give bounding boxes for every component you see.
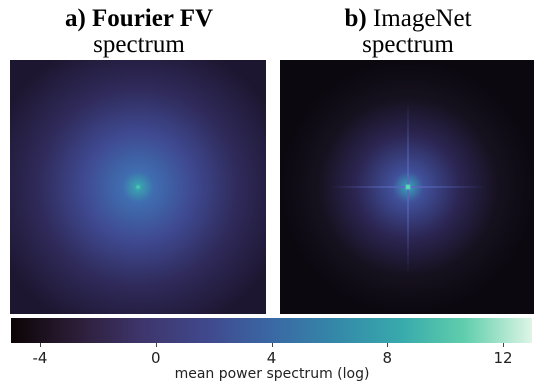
colorbar-tick-mark [39,343,41,347]
colorbar-tick-label: 8 [382,349,393,367]
panel-b-title: b) ImageNet spectrum [280,6,534,58]
panel-a-subtitle: spectrum [93,31,185,58]
imagenet-heatmap [280,60,534,314]
colorbar-tick-mark [271,343,273,347]
panel-a-name: Fourier FV [92,5,214,32]
colorbar-tick-label: -4 [32,349,48,367]
fourier-fv-heatmap [10,60,266,314]
colorbar-tick-label: 12 [493,349,513,367]
fourier-fv-spectrum [10,60,266,314]
colorbar [11,318,532,343]
colorbar-label: mean power spectrum (log) [174,366,370,382]
panel-b-prefix: b) [344,5,367,32]
panel-a-prefix: a) [64,5,86,32]
colorbar-tick-mark [387,343,389,347]
imagenet-center-peak [405,184,411,190]
panel-a-title: a) Fourier FV spectrum [10,6,268,58]
colorbar-tick-label: 0 [150,349,161,367]
colorbar-tick-mark [503,343,505,347]
panel-b-name: ImageNet [372,5,472,32]
colorbar-tick-label: 4 [266,349,277,367]
colorbar-gradient [11,318,532,343]
panel-b-subtitle: spectrum [362,31,454,58]
colorbar-tick-mark [155,343,157,347]
